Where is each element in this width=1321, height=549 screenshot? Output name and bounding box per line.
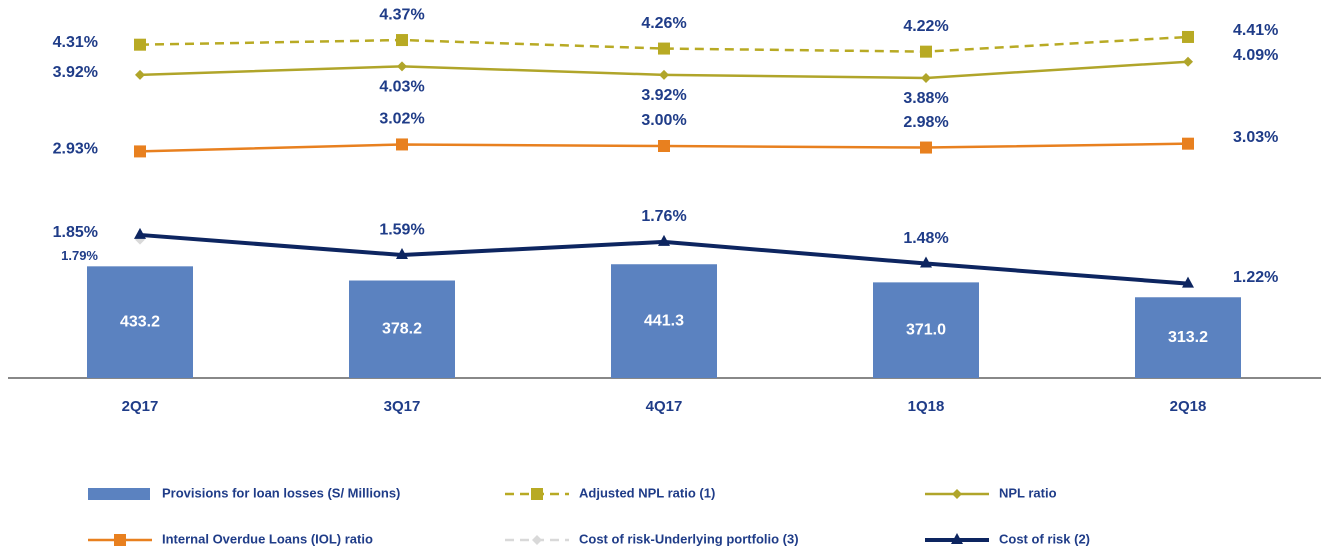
legend-marker xyxy=(531,488,543,500)
legend-label: Provisions for loan losses (S/ Millions) xyxy=(162,485,400,500)
data-label: 4.03% xyxy=(379,79,424,96)
line-marker xyxy=(920,45,932,58)
data-label: 3.88% xyxy=(903,90,948,107)
bar-label: 378.2 xyxy=(382,320,422,337)
bar xyxy=(611,264,717,378)
line-marker xyxy=(659,69,669,80)
x-tick-label: 2Q18 xyxy=(1170,398,1207,415)
legend-swatch xyxy=(88,488,150,500)
x-tick-label: 4Q17 xyxy=(646,398,683,415)
data-label: 4.37% xyxy=(379,6,424,23)
bar xyxy=(873,282,979,378)
bar xyxy=(349,280,455,378)
line-marker xyxy=(396,248,408,260)
line-marker xyxy=(920,256,932,268)
data-label: 1.79% xyxy=(61,248,98,263)
data-label: 4.26% xyxy=(641,15,686,32)
data-label: 3.02% xyxy=(379,111,424,128)
bar-label: 371.0 xyxy=(906,321,946,338)
x-tick-label: 1Q18 xyxy=(908,398,945,415)
legend-marker xyxy=(114,534,126,546)
legend-marker xyxy=(951,533,963,544)
line-marker xyxy=(397,61,407,72)
line-marker xyxy=(658,234,670,246)
line-marker xyxy=(1183,56,1193,67)
data-label: 3.92% xyxy=(641,87,686,104)
bar xyxy=(1135,297,1241,378)
line-marker xyxy=(1182,30,1194,43)
legend-marker xyxy=(532,535,542,545)
bar-label: 433.2 xyxy=(120,313,160,330)
legend-marker xyxy=(952,489,962,499)
legend-label: Adjusted NPL ratio (1) xyxy=(579,485,715,500)
line-marker xyxy=(658,140,670,152)
data-label: 1.76% xyxy=(641,208,686,225)
line-marker xyxy=(396,138,408,151)
data-label: 4.31% xyxy=(53,34,98,51)
data-label: 4.09% xyxy=(1233,47,1278,64)
line-marker xyxy=(135,69,145,80)
legend-label: NPL ratio xyxy=(999,485,1057,500)
bar-label: 313.2 xyxy=(1168,329,1208,346)
x-tick-label: 2Q17 xyxy=(122,398,159,415)
line-marker xyxy=(1182,276,1194,288)
line-marker xyxy=(134,227,146,239)
data-label: 4.41% xyxy=(1233,22,1278,39)
data-label: 3.00% xyxy=(641,112,686,129)
line-marker xyxy=(134,38,146,51)
legend-label: Internal Overdue Loans (IOL) ratio xyxy=(162,531,373,546)
line-marker xyxy=(396,34,408,47)
line-marker xyxy=(921,72,931,83)
bar-label: 441.3 xyxy=(644,312,684,329)
data-label: 4.22% xyxy=(903,18,948,35)
data-label: 1.22% xyxy=(1233,269,1278,286)
data-label: 3.03% xyxy=(1233,129,1278,146)
line-marker xyxy=(658,42,670,55)
data-label: 1.48% xyxy=(903,230,948,247)
data-label: 2.93% xyxy=(53,141,98,158)
data-label: 1.59% xyxy=(379,221,424,238)
data-label: 1.85% xyxy=(53,224,98,241)
legend-label: Cost of risk (2) xyxy=(999,531,1090,546)
data-label: 2.98% xyxy=(903,114,948,131)
bar xyxy=(87,266,193,378)
legend-label: Cost of risk-Underlying portfolio (3) xyxy=(579,531,799,546)
line xyxy=(139,35,1189,53)
line-marker xyxy=(1182,137,1194,150)
line-marker xyxy=(920,141,932,154)
line-marker xyxy=(134,145,146,158)
data-label: 3.92% xyxy=(53,64,98,81)
x-tick-label: 3Q17 xyxy=(384,398,421,415)
